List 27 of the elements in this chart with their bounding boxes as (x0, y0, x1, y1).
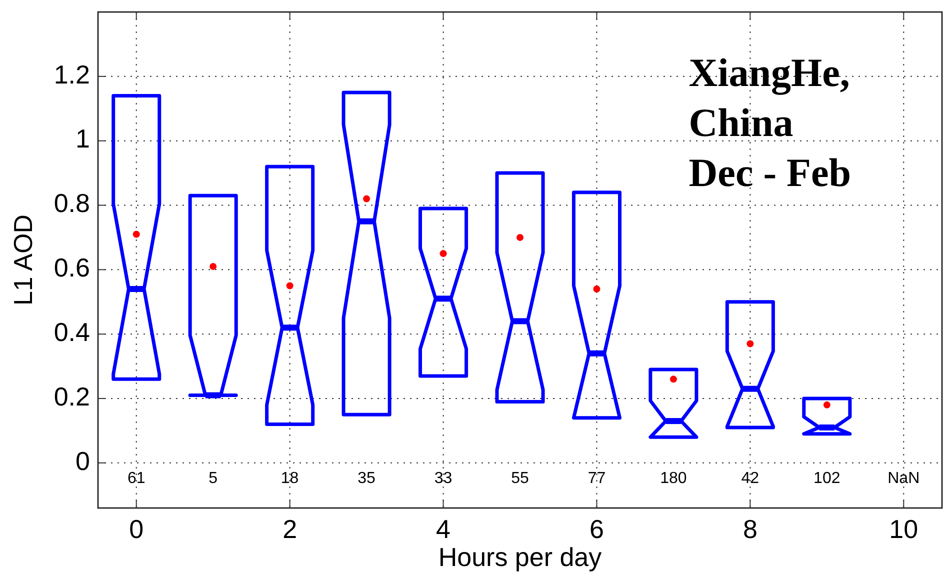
annotation: XiangHe, China Dec - Feb (688, 50, 851, 196)
annotation: 5 (208, 470, 218, 488)
annotation: 18 (280, 470, 299, 488)
y-tick-label: 0.4 (54, 316, 90, 347)
x-tick-label: 6 (589, 514, 604, 544)
x-axis-title: Hours per day (438, 542, 602, 572)
y-tick-label: 0.8 (54, 188, 90, 218)
y-tick-label: 1.2 (54, 59, 90, 90)
annotation: 42 (741, 470, 760, 488)
x-tick-label: 8 (742, 514, 758, 544)
annotation: 61 (127, 470, 146, 488)
x-tick-label: 0 (129, 514, 144, 544)
annotation: NaN (888, 470, 920, 488)
annotation: 102 (814, 470, 840, 488)
annotation: 77 (588, 470, 606, 488)
y-tick-label: 0.2 (54, 381, 90, 412)
annotation: 180 (660, 470, 687, 488)
x-tick-label: 10 (889, 514, 918, 544)
y-tick-label: 1 (76, 124, 90, 154)
y-tick-label: 0.6 (54, 252, 90, 283)
y-tick-label: 0 (76, 446, 90, 476)
annotation: 35 (358, 470, 376, 488)
x-tick-label: 2 (282, 514, 298, 544)
y-axis-title: L1 AOD (8, 214, 38, 306)
annotation: 33 (434, 470, 452, 488)
annotation: 55 (511, 470, 529, 488)
x-tick-label: 4 (436, 514, 451, 544)
